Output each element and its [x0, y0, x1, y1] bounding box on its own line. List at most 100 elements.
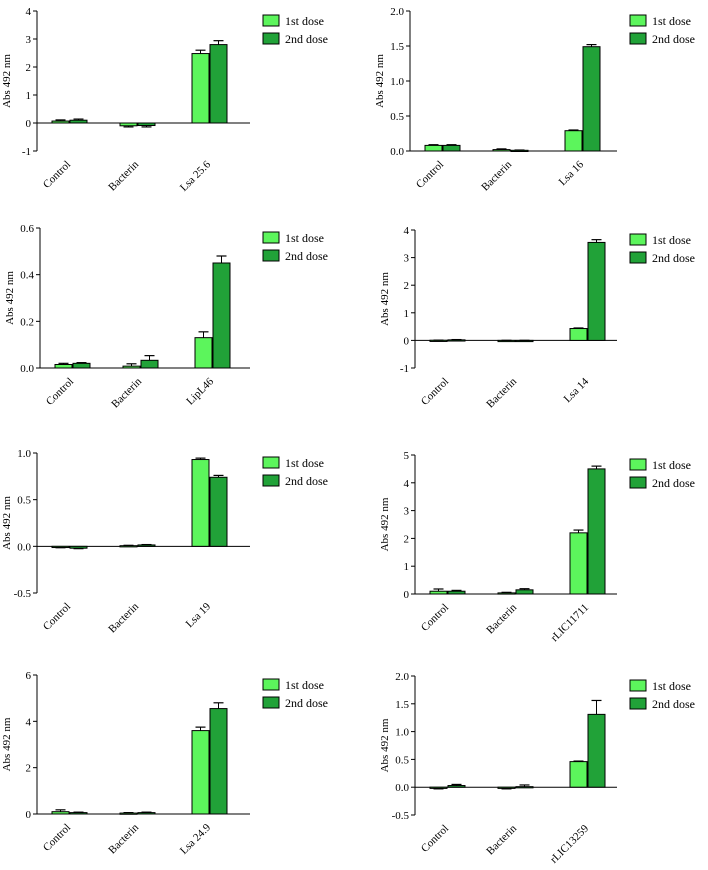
bar-dose2-bacterin — [140, 359, 159, 369]
bar-dose1-bacterin — [497, 786, 516, 789]
y-tick-label: 1 — [26, 90, 32, 102]
y-tick-label: 0.5 — [17, 495, 31, 507]
x-tick-label: Control — [414, 159, 446, 191]
legend-swatch-2 — [262, 32, 280, 45]
bar-dose2-rlic13259 — [587, 713, 606, 788]
y-axis-label: Abs 492 nm — [1, 54, 13, 108]
x-tick-label: Lsa 19 — [184, 600, 214, 630]
x-tick-label: Control — [44, 376, 76, 408]
legend-swatch-2 — [629, 32, 647, 45]
bar-dose2-bacterin — [515, 786, 534, 789]
y-tick-label: 3 — [404, 506, 410, 518]
legend-label: 1st dose — [652, 679, 691, 693]
y-tick-label: 3 — [404, 253, 410, 265]
legend-swatch-2 — [629, 476, 647, 489]
y-axis-label: Abs 492 nm — [379, 272, 391, 326]
x-tick-label: Lsa 24.9 — [178, 821, 214, 857]
y-tick-label: 0 — [26, 118, 32, 130]
legend-swatch-1 — [262, 678, 280, 691]
x-tick-label: Bacterin — [479, 158, 514, 193]
legend-swatch-1 — [629, 679, 647, 692]
chart-panel-7: 0 2 4 6 Abs 492 nm Control Bacterin Lsa 24.9 1st… — [1, 670, 328, 857]
bar-dose1-rlic11711 — [569, 532, 588, 595]
y-tick-label: 1 — [404, 561, 410, 573]
bar-dose2-control — [442, 144, 461, 152]
legend-swatch-2 — [629, 251, 647, 264]
x-tick-label: Lsa 16 — [557, 158, 587, 188]
bar-dose1-lipl46 — [194, 337, 213, 369]
bar-dose1-control — [51, 120, 70, 124]
y-tick-label: -0.5 — [392, 810, 410, 822]
y-tick-label: 1.5 — [390, 41, 404, 53]
legend-label: 2nd dose — [285, 696, 328, 710]
bar-dose2-control — [447, 590, 466, 595]
y-tick-label: 1 — [404, 308, 410, 320]
bar-dose2-bacterin — [137, 812, 156, 815]
chart-panel-1: -1 0 1 2 3 4 Abs 492 nm Control Bacterin Lsa 25.6… — [1, 6, 328, 194]
x-tick-label: Bacterin — [484, 375, 519, 410]
bar-dose1-bacterin — [492, 149, 511, 152]
bar-dose1-bacterin — [119, 122, 138, 127]
bar-dose2-control — [72, 362, 91, 369]
legend-swatch-1 — [629, 233, 647, 246]
bar-dose2-lsa-16 — [582, 46, 601, 152]
bar-dose1-control — [51, 811, 70, 815]
legend-swatch-2 — [629, 697, 647, 710]
y-tick-label: 0.0 — [20, 363, 34, 375]
x-tick-label: Bacterin — [109, 375, 144, 410]
y-axis-label: Abs 492 nm — [1, 496, 13, 550]
y-tick-label: 0.0 — [390, 146, 404, 158]
y-tick-label: 3 — [26, 34, 32, 46]
bar-dose2-rlic11711 — [587, 468, 606, 595]
bar-dose2-control — [69, 812, 88, 815]
y-tick-label: 1.0 — [17, 448, 31, 460]
y-tick-label: 0.5 — [390, 111, 404, 123]
y-tick-label: 5 — [404, 450, 410, 462]
legend-swatch-1 — [262, 14, 280, 27]
y-tick-label: 4 — [404, 478, 410, 490]
x-tick-label: Bacterin — [106, 600, 141, 635]
bar-dose1-bacterin — [119, 812, 138, 815]
x-tick-label: Control — [41, 159, 73, 191]
legend-label: 2nd dose — [652, 32, 695, 46]
bar-dose2-bacterin — [515, 589, 534, 595]
y-tick-label: 0.2 — [20, 316, 34, 328]
x-tick-label: Control — [419, 823, 451, 855]
y-tick-label: 1.5 — [395, 699, 409, 711]
legend-label: 2nd dose — [652, 697, 695, 711]
legend-swatch-2 — [262, 474, 280, 487]
y-tick-label: 2 — [404, 280, 410, 292]
chart-panel-2: 0.0 0.5 1.0 1.5 2.0 Abs 492 nm Control Bacterin… — [374, 6, 695, 193]
y-axis-label: Abs 492 nm — [1, 717, 13, 771]
y-tick-label: 0.0 — [17, 541, 31, 553]
bar-dose1-rlic13259 — [569, 761, 588, 788]
bar-dose2-control — [69, 545, 88, 549]
y-tick-label: -1 — [400, 363, 409, 375]
y-tick-label: -0.5 — [14, 588, 32, 600]
bar-dose2-control — [447, 785, 466, 788]
x-tick-label: Control — [41, 822, 73, 854]
x-tick-label: Bacterin — [484, 601, 519, 636]
legend-label: 1st dose — [285, 14, 324, 28]
bar-dose2-lsa-19 — [209, 476, 228, 547]
legend-label: 1st dose — [285, 456, 324, 470]
chart-panel-6: 0 1 2 3 4 5 Abs 492 nm Control Bacterin rLIC11711… — [379, 450, 695, 644]
y-tick-label: 0.5 — [395, 754, 409, 766]
y-tick-label: 4 — [26, 6, 32, 18]
y-tick-label: 2 — [26, 763, 32, 775]
y-axis-label: Abs 492 nm — [379, 718, 391, 772]
y-tick-label: 0.0 — [395, 782, 409, 794]
y-tick-label: 1.0 — [395, 727, 409, 739]
bar-dose1-lsa-19 — [191, 459, 210, 547]
x-tick-label: rLIC13259 — [548, 822, 591, 865]
x-tick-label: Control — [41, 601, 73, 633]
y-tick-label: 0 — [26, 809, 32, 821]
x-tick-label: LipL46 — [184, 375, 216, 407]
chart-panel-4: -1 0 1 2 3 4 Abs 492 nm Control Bacterin Lsa 14 1s… — [379, 225, 695, 410]
legend-label: 1st dose — [652, 233, 691, 247]
y-axis-label: Abs 492 nm — [4, 271, 16, 325]
y-tick-label: 0 — [404, 589, 410, 601]
y-tick-label: 4 — [404, 225, 410, 237]
legend-swatch-2 — [262, 696, 280, 709]
